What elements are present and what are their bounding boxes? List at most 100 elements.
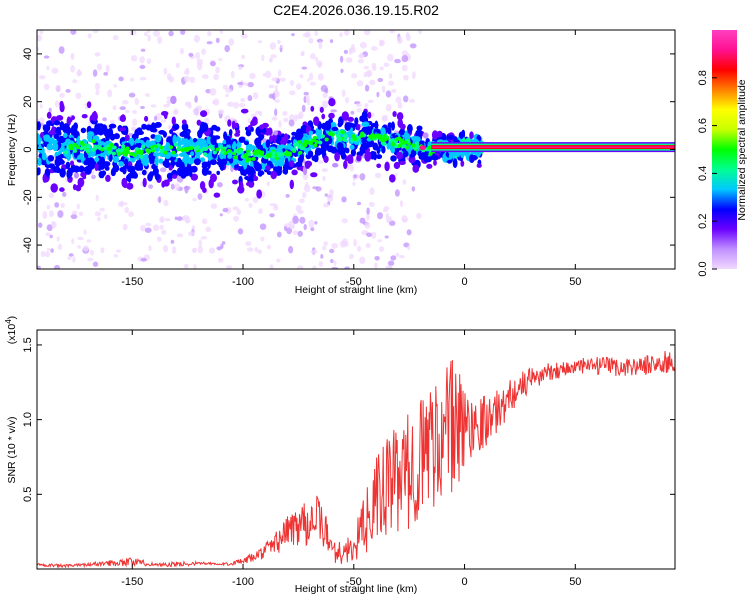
heatmap-cell (217, 109, 225, 115)
heatmap-cell (314, 57, 319, 62)
heatmap-cell (265, 165, 271, 171)
heatmap-cell (368, 201, 375, 207)
heatmap-peak (284, 152, 289, 157)
heatmap-cell (48, 192, 55, 199)
heatmap-cell (274, 99, 280, 103)
heatmap-cell (280, 45, 284, 49)
colorbar-tick-label: 0.2 (697, 214, 709, 229)
heatmap-peak (159, 145, 164, 150)
heatmap-cell (411, 186, 416, 192)
heatmap-cell (413, 136, 421, 143)
heatmap-cell (392, 111, 397, 117)
snr-axes: -150 -100 -50 0 50 0.5 1.0 1.5 (22, 330, 675, 588)
heatmap-cell (329, 248, 335, 254)
heatmap-cell (359, 217, 366, 224)
heatmap-cell (395, 253, 400, 257)
heatmap-cell (193, 34, 200, 43)
heatmap-cell (40, 250, 46, 258)
heatmap-cell (160, 119, 167, 123)
heatmap-cell (260, 236, 265, 242)
heatmap-peak (318, 140, 323, 145)
heatmap-cell (274, 91, 280, 98)
colorbar-scale (712, 30, 737, 269)
heatmap-cell (320, 254, 324, 259)
heatmap-cell (278, 69, 282, 77)
heatmap-peak (171, 150, 176, 155)
heatmap-cell (365, 243, 371, 248)
heatmap-cell (83, 229, 87, 235)
heatmap-cell (94, 123, 99, 134)
heatmap-cell (218, 57, 223, 62)
heatmap-cell (139, 65, 146, 69)
heatmap-cell (40, 132, 44, 139)
heatmap-cell (356, 80, 364, 87)
heatmap-peak (72, 142, 77, 147)
heatmap-cell (87, 134, 93, 143)
heatmap-peak (215, 147, 220, 152)
heatmap-cell (37, 198, 41, 202)
spectrogram-xlabel: Height of straight line (km) (295, 284, 418, 296)
heatmap-cell (192, 197, 197, 202)
heatmap-cell (283, 133, 289, 143)
heatmap-peak (173, 142, 178, 147)
heatmap-cell (210, 135, 217, 146)
heatmap-cell (341, 89, 346, 98)
heatmap-cell (426, 163, 433, 169)
heatmap-cell (268, 93, 274, 99)
heatmap-cell (312, 186, 319, 190)
x-tick-label: -50 (346, 276, 362, 288)
heatmap-cell (141, 123, 147, 130)
heatmap-cell (383, 62, 390, 67)
heatmap-cell (289, 179, 294, 190)
heatmap-cell (94, 52, 101, 57)
heatmap-peak (159, 149, 164, 154)
heatmap-cell (238, 181, 244, 191)
heatmap-cell (120, 114, 126, 120)
heatmap-cell (73, 172, 79, 179)
heatmap-peak (112, 145, 117, 150)
heatmap-cell (383, 206, 390, 211)
heatmap-cell (248, 145, 256, 150)
heatmap-cell (270, 170, 278, 180)
heatmap-cell (163, 67, 168, 76)
heatmap-cell (292, 215, 299, 224)
heatmap-cell (37, 121, 41, 131)
heatmap-cell (273, 165, 281, 173)
heatmap-cell (72, 256, 76, 263)
heatmap-cell (302, 192, 307, 199)
heatmap-cell (58, 46, 65, 54)
heatmap-peak (119, 148, 125, 153)
heatmap-cell (184, 185, 189, 194)
heatmap-cell (323, 203, 330, 208)
heatmap-cell (356, 201, 362, 206)
heatmap-cell (98, 170, 105, 179)
heatmap-cell (288, 245, 294, 254)
heatmap-cell (294, 114, 298, 122)
heatmap-cell (276, 258, 281, 263)
tone-band-peak (431, 146, 675, 148)
heatmap-cell (92, 69, 98, 77)
heatmap-cell (367, 99, 374, 104)
heatmap-cell (345, 97, 349, 104)
heatmap-peak (81, 145, 87, 150)
heatmap-cell (172, 134, 177, 145)
heatmap-cell (402, 150, 409, 158)
heatmap-cell (336, 142, 344, 150)
heatmap-peak (342, 138, 347, 142)
heatmap-cell (330, 259, 334, 263)
heatmap-cell (408, 155, 416, 164)
heatmap-cell (310, 227, 315, 232)
heatmap-cell (356, 103, 362, 107)
heatmap-cell (60, 202, 65, 209)
heatmap-cell (399, 200, 404, 208)
heatmap-cell (216, 170, 220, 175)
heatmap-cell (268, 84, 275, 89)
heatmap-cell (415, 129, 423, 137)
heatmap-cell (77, 236, 84, 241)
heatmap-cell (37, 167, 41, 174)
heatmap-peak (93, 144, 98, 149)
heatmap-cell (230, 117, 235, 122)
heatmap-cell (121, 202, 128, 206)
heatmap-cell (190, 151, 195, 157)
heatmap-cell (291, 33, 295, 37)
